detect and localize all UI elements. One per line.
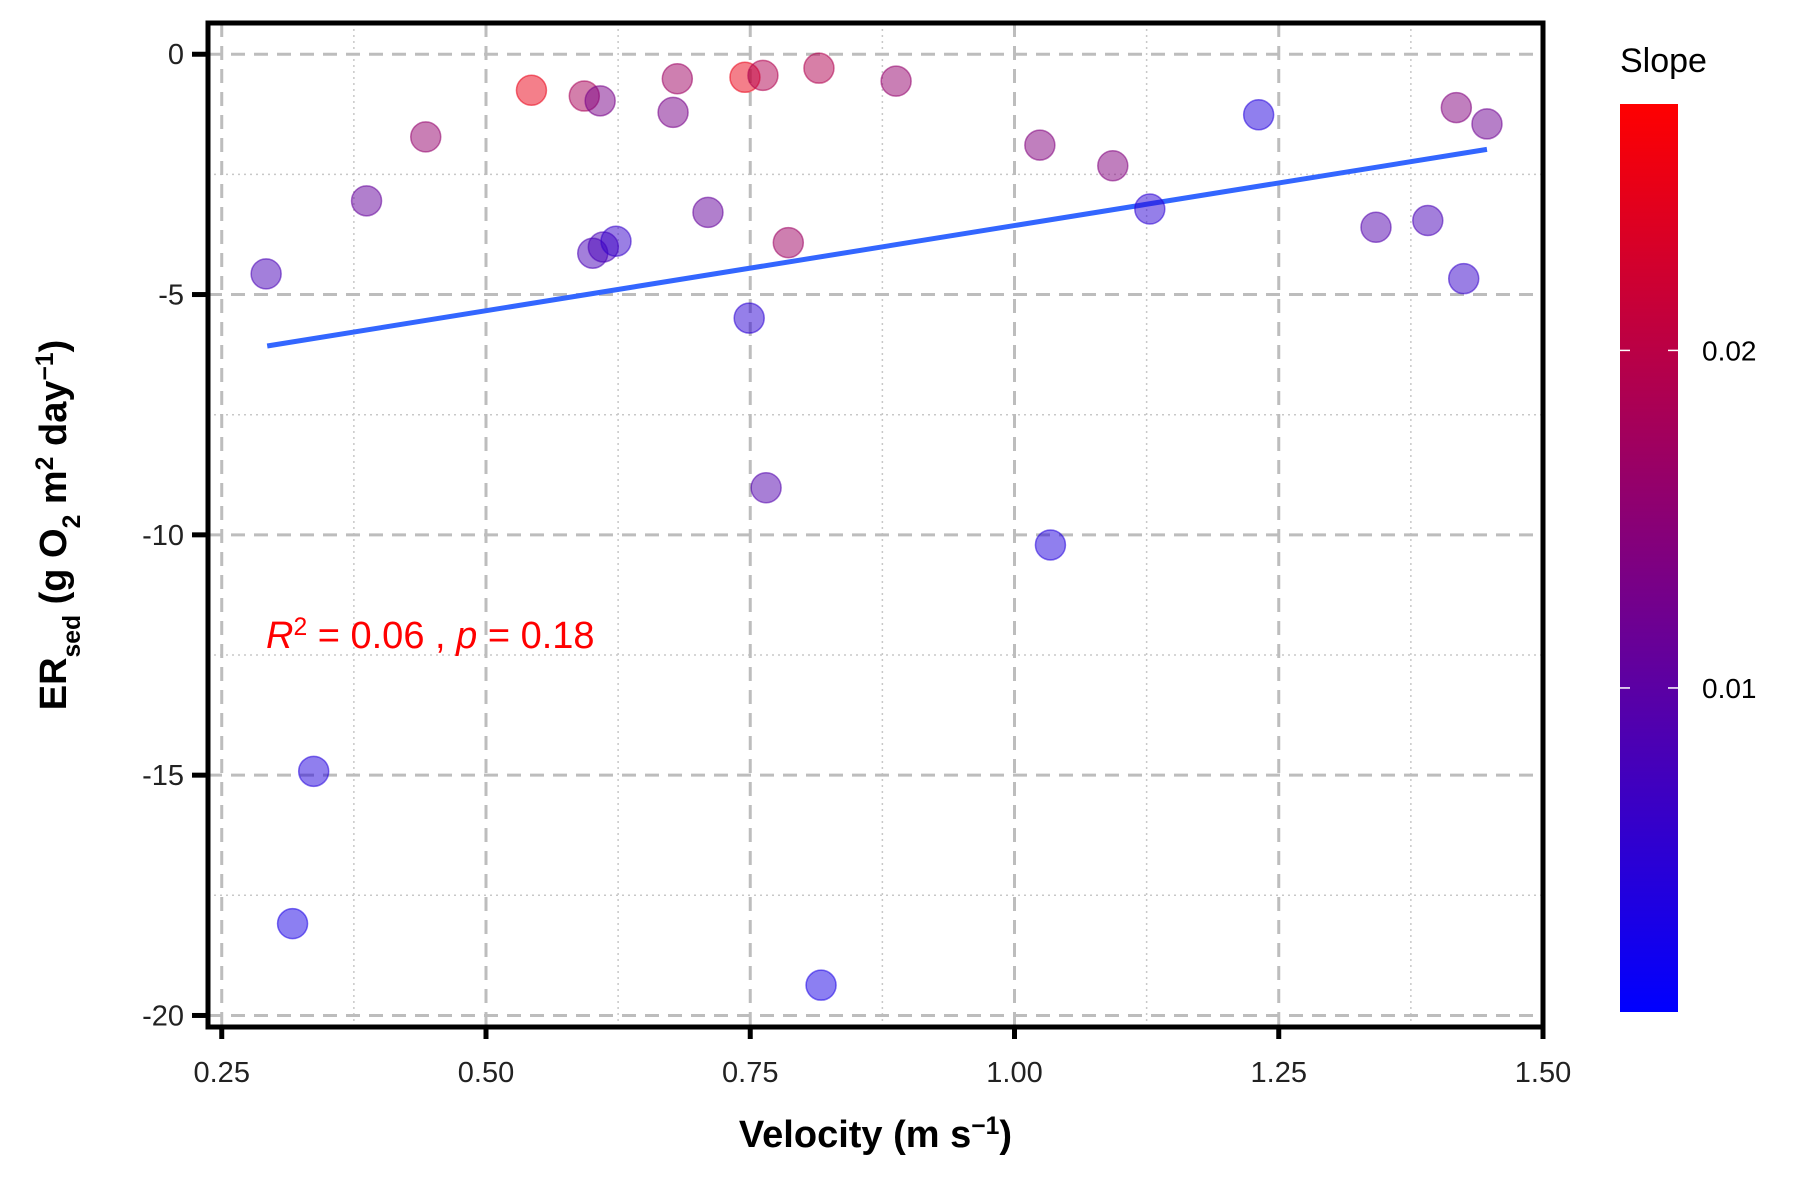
data-point xyxy=(692,196,724,229)
data-point xyxy=(276,907,309,940)
data-point xyxy=(747,59,779,92)
x-axis-label: Velocity (m s−1) xyxy=(739,1113,1012,1157)
text-part: sed xyxy=(59,615,86,658)
colorbar xyxy=(1620,104,1678,1012)
x-tick-label: 1.50 xyxy=(1515,1057,1571,1089)
y-tick-label: -5 xyxy=(158,280,184,312)
text-part: day xyxy=(33,381,75,457)
colorbar-tick-label: 0.02 xyxy=(1702,335,1757,366)
x-tick-label: 0.75 xyxy=(722,1057,778,1089)
text-part: R xyxy=(266,615,293,657)
y-tick-label: -15 xyxy=(142,760,184,792)
data-point xyxy=(350,185,383,217)
data-point xyxy=(250,258,282,290)
data-point xyxy=(297,755,330,788)
data-point xyxy=(1242,99,1275,131)
data-point xyxy=(1034,529,1067,561)
data-point xyxy=(1360,211,1392,244)
regression-line xyxy=(266,146,1488,349)
x-tick-label: 0.25 xyxy=(194,1057,250,1089)
text-part: = 0.18 xyxy=(477,615,594,657)
text-part: ) xyxy=(33,340,75,353)
text-part: (g O xyxy=(33,528,75,615)
data-point xyxy=(1447,262,1480,295)
data-point xyxy=(1440,91,1473,124)
text-part: ) xyxy=(999,1114,1012,1156)
text-part: 2 xyxy=(32,457,59,471)
data-point xyxy=(1134,193,1166,225)
data-point xyxy=(772,226,805,259)
colorbar-title: Slope xyxy=(1620,42,1707,80)
data-point xyxy=(733,302,765,334)
data-point xyxy=(803,52,835,84)
data-point xyxy=(880,65,912,97)
data-point xyxy=(515,74,548,107)
y-axis-label: ERsed (g O2 m2 day−1) xyxy=(32,340,86,711)
data-point xyxy=(1024,129,1056,161)
x-tick-label: 0.50 xyxy=(458,1057,514,1089)
data-point xyxy=(657,96,689,129)
y-tick-label: -10 xyxy=(142,520,184,552)
annotation: R2 = 0.06 , p = 0.18 xyxy=(266,614,595,658)
text-part: Velocity (m s xyxy=(739,1114,971,1156)
data-point xyxy=(750,472,782,504)
text-part: 2 xyxy=(293,614,307,641)
x-tick-label: 1.00 xyxy=(986,1057,1042,1089)
text-part: = 0.06 , xyxy=(307,615,456,657)
text-part: ER xyxy=(33,657,75,710)
y-tick-label: 0 xyxy=(168,39,184,71)
text-part: −1 xyxy=(32,352,59,380)
text-part: −1 xyxy=(971,1113,999,1140)
data-point xyxy=(1412,204,1444,237)
text-part: 2 xyxy=(59,515,86,529)
colorbar-tick-label: 0.01 xyxy=(1702,673,1757,704)
data-point xyxy=(805,969,837,1001)
data-point xyxy=(1097,149,1129,182)
data-point xyxy=(584,85,616,117)
y-tick-label: -20 xyxy=(142,1000,184,1032)
plot-frame xyxy=(205,20,1546,1030)
data-point xyxy=(1471,108,1503,140)
data-point xyxy=(409,121,442,153)
text-part: m xyxy=(33,470,75,514)
x-tick-label: 1.25 xyxy=(1251,1057,1307,1089)
data-point xyxy=(600,225,632,257)
data-point xyxy=(661,63,694,95)
text-part: p xyxy=(455,615,477,657)
